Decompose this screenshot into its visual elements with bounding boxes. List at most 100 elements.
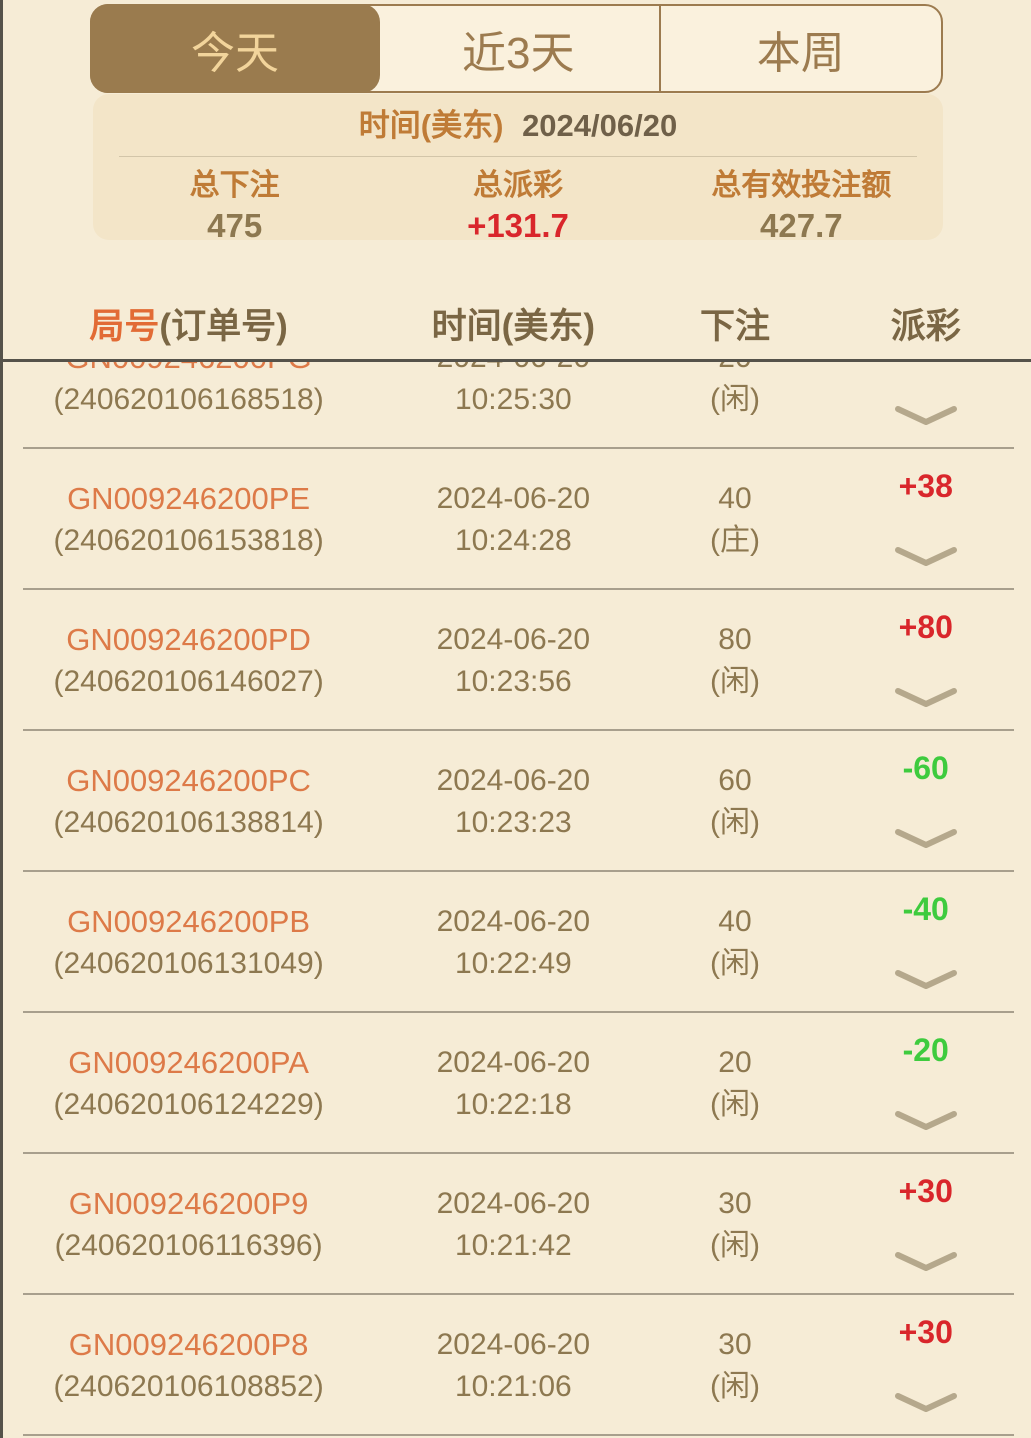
bet-cell: 30 (闲): [653, 1154, 818, 1295]
bet-amount: 30: [718, 1186, 752, 1220]
payout-cell: -40: [817, 872, 1031, 1013]
time-cell: 2024-06-20 10:21:42: [374, 1154, 652, 1295]
bet-date: 2024-06-20: [436, 1045, 591, 1079]
payout-value: +30: [898, 1173, 953, 1209]
payout-value: +38: [898, 468, 953, 504]
bet-time: 10:21:06: [454, 1369, 572, 1403]
stat-label: 总有效投注额: [711, 169, 892, 202]
chevron-down-icon[interactable]: [894, 546, 958, 568]
period-tab-2[interactable]: 本周: [658, 6, 942, 91]
payout-cell: [817, 308, 1031, 449]
game-number: GN009246200P8: [68, 1326, 309, 1362]
header-bet: 下注: [699, 307, 770, 346]
table-header-row: 局号(订单号) 时间(美东) 下注 派彩: [3, 288, 1031, 362]
header-payout: 派彩: [890, 307, 961, 346]
game-number: GN009246200P9: [68, 1185, 309, 1221]
game-number: GN009246200PB: [67, 903, 311, 939]
payout-value: -20: [902, 1032, 949, 1068]
chevron-down-icon[interactable]: [894, 405, 958, 427]
game-number: GN009246200PD: [66, 621, 311, 657]
bet-time: 10:23:23: [454, 805, 572, 839]
order-number: (240620106124229): [53, 1087, 324, 1121]
bet-side: (闲): [710, 946, 760, 980]
chevron-down-icon[interactable]: [894, 1392, 958, 1414]
table-row[interactable]: GN009246200P9 (240620106116396) 2024-06-…: [3, 1154, 1031, 1295]
time-cell: 2024-06-20 10:23:23: [374, 731, 652, 872]
payout-cell: +38: [817, 449, 1031, 590]
stat-label: 总派彩: [472, 169, 563, 202]
bet-time: 10:21:42: [454, 1228, 572, 1262]
stat-value: 427.7: [760, 207, 843, 244]
game-order-cell: GN009246200PD (240620106146027): [3, 590, 374, 731]
payout-cell: -20: [817, 1013, 1031, 1154]
period-tab-label: 本周: [756, 28, 845, 78]
bet-date: 2024-06-20: [436, 763, 591, 797]
table-row[interactable]: GN009246200PB (240620106131049) 2024-06-…: [3, 872, 1031, 1013]
bet-cell: 40 (闲): [653, 872, 818, 1013]
table-body: GN009246200PG (240620106168518) 2024-06-…: [3, 308, 1031, 1436]
summary-stat: 总下注 475: [93, 167, 376, 247]
period-tab-label: 今天: [191, 28, 279, 78]
summary-card: 时间(美东) 2024/06/20 总下注 475 总派彩 +131.7 总有效投注额 4…: [93, 94, 943, 244]
bet-cell: 60 (闲): [653, 731, 818, 872]
bet-date: 2024-06-20: [436, 622, 591, 656]
period-tab-label: 近3天: [462, 28, 575, 78]
game-order-cell: GN009246200PE (240620106153818): [3, 449, 374, 590]
summary-divider: [119, 156, 917, 157]
time-cell: 2024-06-20 10:21:06: [374, 1295, 652, 1436]
payout-cell: +30: [817, 1154, 1031, 1295]
period-tab-0[interactable]: 今天: [90, 4, 380, 93]
summary-date-value: 2024/06/20: [522, 108, 678, 143]
bet-date: 2024-06-20: [436, 1186, 591, 1220]
bet-amount: 40: [718, 481, 752, 515]
table-row[interactable]: GN009246200P8 (240620106108852) 2024-06-…: [3, 1295, 1031, 1436]
bet-side: (闲): [710, 1369, 760, 1403]
game-order-cell: GN009246200P9 (240620106116396): [3, 1154, 374, 1295]
order-number: (240620106108852): [53, 1369, 324, 1403]
bet-cell: 80 (闲): [653, 590, 818, 731]
table-row[interactable]: GN009246200PE (240620106153818) 2024-06-…: [3, 449, 1031, 590]
bet-time: 10:22:49: [454, 946, 572, 980]
bet-date: 2024-06-20: [436, 904, 591, 938]
chevron-down-icon[interactable]: [894, 687, 958, 709]
order-number: (240620106138814): [53, 805, 324, 839]
header-time: 时间(美东): [431, 307, 595, 346]
order-number: (240620106153818): [53, 523, 324, 557]
chevron-down-icon[interactable]: [894, 1110, 958, 1132]
summary-stats: 总下注 475 总派彩 +131.7 总有效投注额 427.7: [93, 167, 943, 247]
period-tab-1[interactable]: 近3天: [378, 6, 659, 91]
bet-amount: 30: [718, 1327, 752, 1361]
bet-date: 2024-06-20: [436, 481, 591, 515]
bet-side: (闲): [710, 1228, 760, 1262]
game-number: GN009246200PA: [68, 1044, 309, 1080]
game-order-cell: GN009246200PB (240620106131049): [3, 872, 374, 1013]
bet-history-table: 局号(订单号) 时间(美东) 下注 派彩 GN009246200PG (2406…: [3, 288, 1031, 1436]
table-row[interactable]: GN009246200PA (240620106124229) 2024-06-…: [3, 1013, 1031, 1154]
bet-cell: 30 (闲): [653, 1295, 818, 1436]
bet-time: 10:24:28: [454, 523, 572, 557]
time-cell: 2024-06-20 10:22:49: [374, 872, 652, 1013]
payout-cell: -60: [817, 731, 1031, 872]
bet-amount: 40: [718, 904, 752, 938]
table-row[interactable]: GN009246200PD (240620106146027) 2024-06-…: [3, 590, 1031, 731]
order-number: (240620106131049): [53, 946, 324, 980]
payout-value: +30: [898, 1314, 953, 1350]
stat-value: +131.7: [467, 207, 569, 244]
period-tabbar: 今天 近3天 本周: [90, 4, 943, 93]
table-row[interactable]: GN009246200PC (240620106138814) 2024-06-…: [3, 731, 1031, 872]
bet-side: (庄): [710, 523, 760, 557]
game-order-cell: GN009246200P8 (240620106108852): [3, 1295, 374, 1436]
bet-side: (闲): [710, 382, 760, 416]
bet-date: 2024-06-20: [436, 1327, 591, 1361]
header-order-label: (订单号): [159, 307, 288, 346]
chevron-down-icon[interactable]: [894, 828, 958, 850]
bet-cell: 20 (闲): [653, 1013, 818, 1154]
time-cell: 2024-06-20 10:22:18: [374, 1013, 652, 1154]
summary-stat: 总派彩 +131.7: [376, 167, 659, 247]
time-cell: 2024-06-20 10:23:56: [374, 590, 652, 731]
chevron-down-icon[interactable]: [894, 1251, 958, 1273]
bet-time: 10:23:56: [454, 664, 572, 698]
order-number: (240620106146027): [53, 664, 324, 698]
chevron-down-icon[interactable]: [894, 969, 958, 991]
